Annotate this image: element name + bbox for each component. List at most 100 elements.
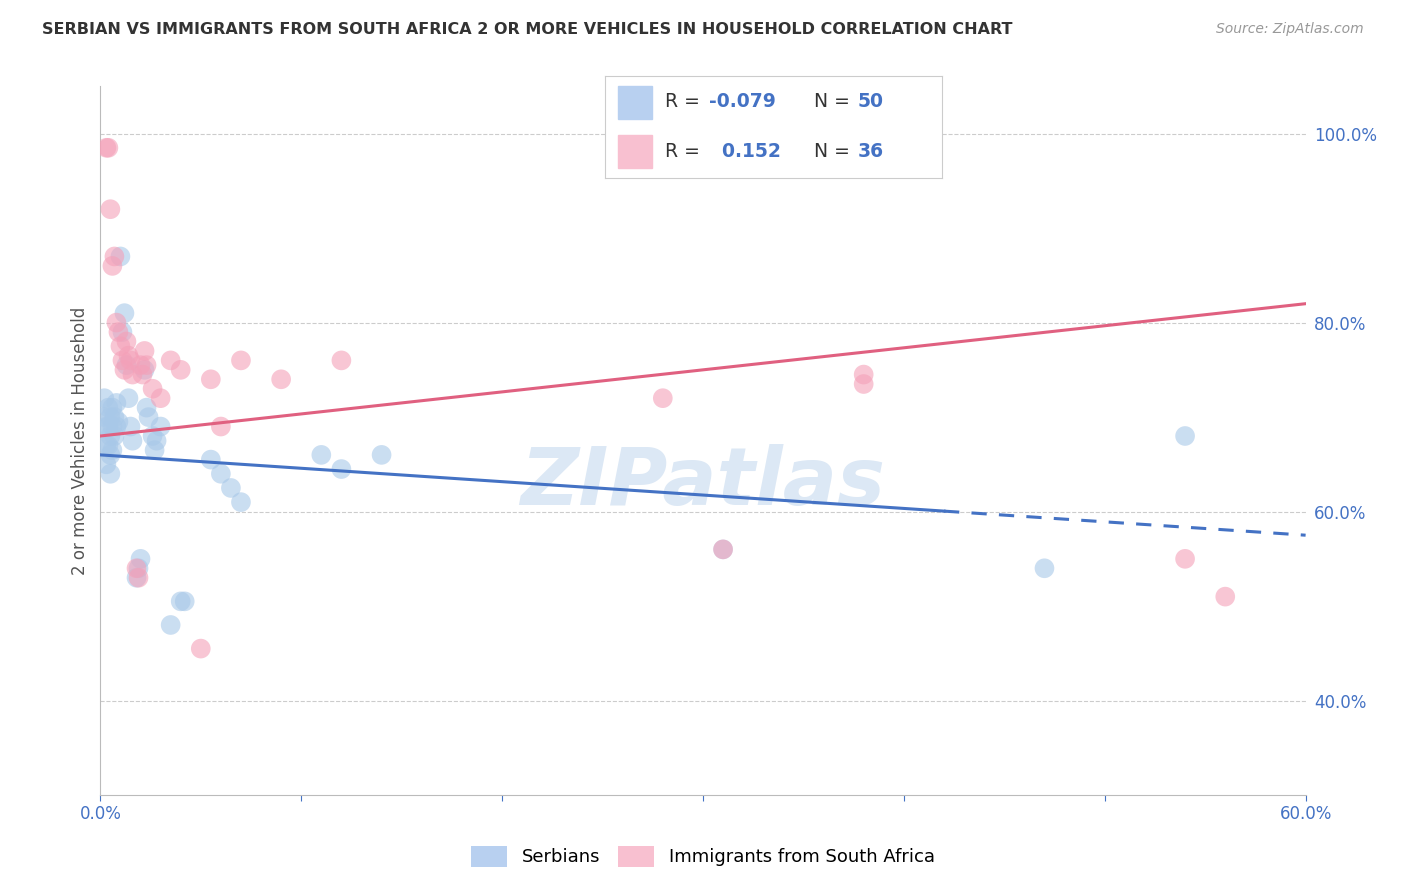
Point [370,448,392,462]
Point [128,571,150,585]
Point [105,419,128,434]
FancyBboxPatch shape [619,87,652,119]
Text: R =: R = [665,93,706,112]
Point [120,419,142,434]
Point [100,467,122,481]
Point [100,429,122,443]
Point [114,363,136,377]
Text: N =: N = [814,93,856,112]
Text: N =: N = [814,142,856,161]
Point [135,358,157,372]
Legend: Serbians, Immigrants from South Africa: Serbians, Immigrants from South Africa [464,838,942,874]
Point [134,343,156,358]
Y-axis label: 2 or more Vehicles in Household: 2 or more Vehicles in Household [72,307,89,574]
Point [209,419,232,434]
Point [93,410,115,425]
Text: 50: 50 [858,93,883,112]
Point [711,542,734,557]
Point [219,481,242,495]
Point [270,372,292,386]
Point [96,419,118,434]
Point [134,363,156,377]
Point [330,353,353,368]
Point [121,434,143,448]
Text: ZIPatlas: ZIPatlas [520,444,886,522]
Point [101,443,124,458]
Text: -0.079: -0.079 [709,93,776,112]
Point [107,325,129,339]
Point [100,448,122,462]
Point [115,334,138,349]
Point [209,467,232,481]
Point [200,452,222,467]
Point [129,551,152,566]
Point [100,410,122,425]
Point [1033,561,1056,575]
Point [115,358,138,372]
Point [170,594,193,608]
Point [101,419,124,434]
Point [1174,551,1197,566]
Point [173,594,195,608]
Point [852,377,875,392]
Point [190,641,212,656]
Point [149,419,172,434]
Point [97,419,120,434]
FancyBboxPatch shape [619,136,652,168]
Point [159,618,181,632]
Point [97,438,120,452]
Point [200,372,222,386]
Point [96,438,118,452]
Point [159,353,181,368]
Point [1174,429,1197,443]
Point [105,396,128,410]
Point [142,382,165,396]
Point [852,368,875,382]
Point [128,561,150,575]
Point [229,495,252,509]
Point [110,249,132,263]
Point [229,353,252,368]
Point [311,448,333,462]
Point [110,339,132,353]
Point [1213,590,1236,604]
Point [100,202,122,217]
Point [170,363,193,377]
Point [117,391,139,405]
Point [114,306,136,320]
Point [96,141,118,155]
Point [101,401,124,415]
Point [120,353,142,368]
Point [131,368,153,382]
Point [93,391,115,405]
Point [129,358,152,372]
Point [103,410,125,425]
Point [125,571,148,585]
Point [138,410,160,425]
Text: SERBIAN VS IMMIGRANTS FROM SOUTH AFRICA 2 OR MORE VEHICLES IN HOUSEHOLD CORRELAT: SERBIAN VS IMMIGRANTS FROM SOUTH AFRICA … [42,22,1012,37]
Point [103,429,125,443]
Text: R =: R = [665,142,706,161]
Point [125,561,148,575]
Point [711,542,734,557]
Point [97,141,120,155]
Point [149,391,172,405]
Point [651,391,673,405]
Point [135,401,157,415]
Point [107,415,129,429]
Point [103,249,125,263]
Point [101,259,124,273]
Point [111,325,134,339]
Point [142,429,165,443]
Point [96,458,118,472]
Text: 36: 36 [858,142,884,161]
Point [111,353,134,368]
Text: 0.152: 0.152 [709,142,782,161]
Point [117,349,139,363]
Point [105,316,128,330]
Text: Source: ZipAtlas.com: Source: ZipAtlas.com [1216,22,1364,37]
Point [143,443,166,458]
Point [145,434,167,448]
Point [330,462,353,476]
Point [97,401,120,415]
